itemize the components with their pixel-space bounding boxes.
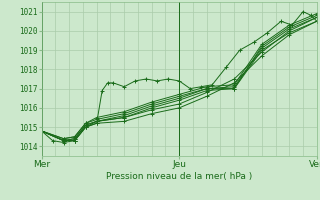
X-axis label: Pression niveau de la mer( hPa ): Pression niveau de la mer( hPa ) bbox=[106, 172, 252, 181]
